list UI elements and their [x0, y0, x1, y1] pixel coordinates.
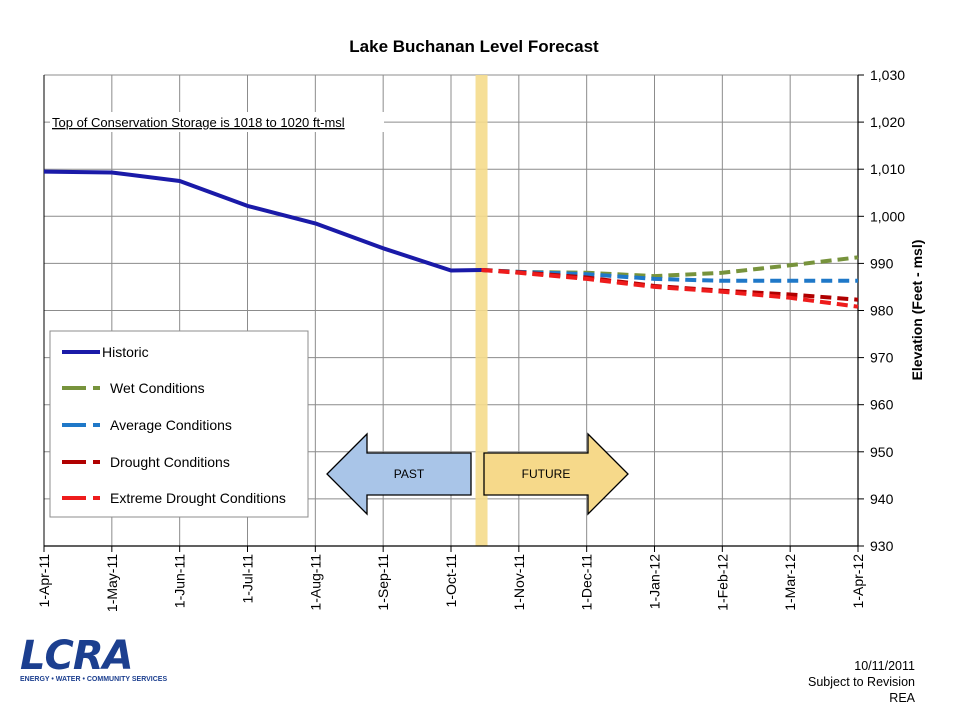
legend: Historic Wet Conditions Average Conditions… [49, 330, 309, 518]
y-tick-label: 1,020 [870, 114, 905, 130]
x-tick-label: 1-May-11 [104, 554, 120, 612]
x-tick-label: 1-Dec-11 [579, 554, 595, 611]
historic-legend-label: Historic [102, 344, 149, 360]
current-date-marker [475, 75, 488, 546]
x-tick-label: 1-Aug-11 [307, 554, 323, 611]
footer-notes: 10/11/2011 Subject to Revision REA [808, 658, 915, 706]
logo-tagline: ENERGY • WATER • COMMUNITY SERVICES [20, 676, 168, 683]
conservation-storage-note: Top of Conservation Storage is 1018 to 1… [52, 115, 345, 130]
x-tick-label: 1-Jul-11 [240, 554, 256, 604]
y-tick-label: 930 [870, 538, 894, 554]
x-tick-label: 1-Nov-11 [511, 554, 527, 611]
drought-conditions-legend-label: Drought Conditions [110, 454, 230, 470]
axes: 930 940 950 960 970 980 990 1,000 1,010 1,020 1,03… [36, 67, 905, 612]
average-conditions-legend-label: Average Conditions [110, 417, 232, 433]
historic-line [43, 169, 482, 273]
x-tick-label: 1-Jun-11 [172, 554, 188, 608]
x-tick-label: 1-Sep-11 [375, 554, 391, 611]
annotation-bg [50, 112, 384, 132]
x-tick-label: 1-Oct-11 [443, 554, 459, 608]
y-tick-label: 990 [870, 255, 894, 271]
footer-date: 10/11/2011 [854, 659, 915, 673]
lcra-logo: LCRA ENERGY • WATER • COMMUNITY SERVICES [20, 633, 167, 686]
logo-wordmark: LCRA [20, 633, 134, 679]
legend-box [49, 330, 309, 518]
y-tick-label: 1,010 [870, 161, 905, 177]
x-tick-label: 1-Feb-12 [714, 554, 730, 611]
future-label: FUTURE [522, 467, 571, 481]
extreme-drought-conditions-line [481, 268, 859, 309]
y-tick-label: 1,030 [870, 67, 905, 83]
x-tick-label: 1-Apr-11 [36, 554, 52, 608]
past-arrow [326, 432, 472, 516]
wet-conditions-legend-label: Wet Conditions [110, 380, 205, 396]
y-tick-label: 980 [870, 303, 894, 319]
x-tick-label: 1-Mar-12 [782, 554, 798, 611]
y-tick-label: 970 [870, 350, 894, 366]
y-tick-label: 940 [870, 491, 894, 507]
extreme-drought-conditions-legend-label: Extreme Drought Conditions [110, 490, 286, 506]
x-tick-label: 1-Jan-12 [647, 554, 663, 609]
y-axis-label: Elevation (Feet - msl) [909, 240, 925, 381]
footer-revision-note: Subject to Revision [807, 675, 915, 689]
footer-author: REA [889, 691, 915, 705]
y-tick-label: 960 [870, 397, 894, 413]
past-future-arrows: PAST FUTURE [326, 432, 629, 516]
future-arrow [483, 432, 629, 516]
past-label: PAST [394, 467, 425, 481]
series-lines [43, 169, 859, 309]
x-tick-label: 1-Apr-12 [850, 554, 866, 609]
y-tick-label: 950 [870, 444, 894, 460]
y-tick-label: 1,000 [870, 208, 905, 224]
chart-title: Lake Buchanan Level Forecast [349, 37, 599, 56]
